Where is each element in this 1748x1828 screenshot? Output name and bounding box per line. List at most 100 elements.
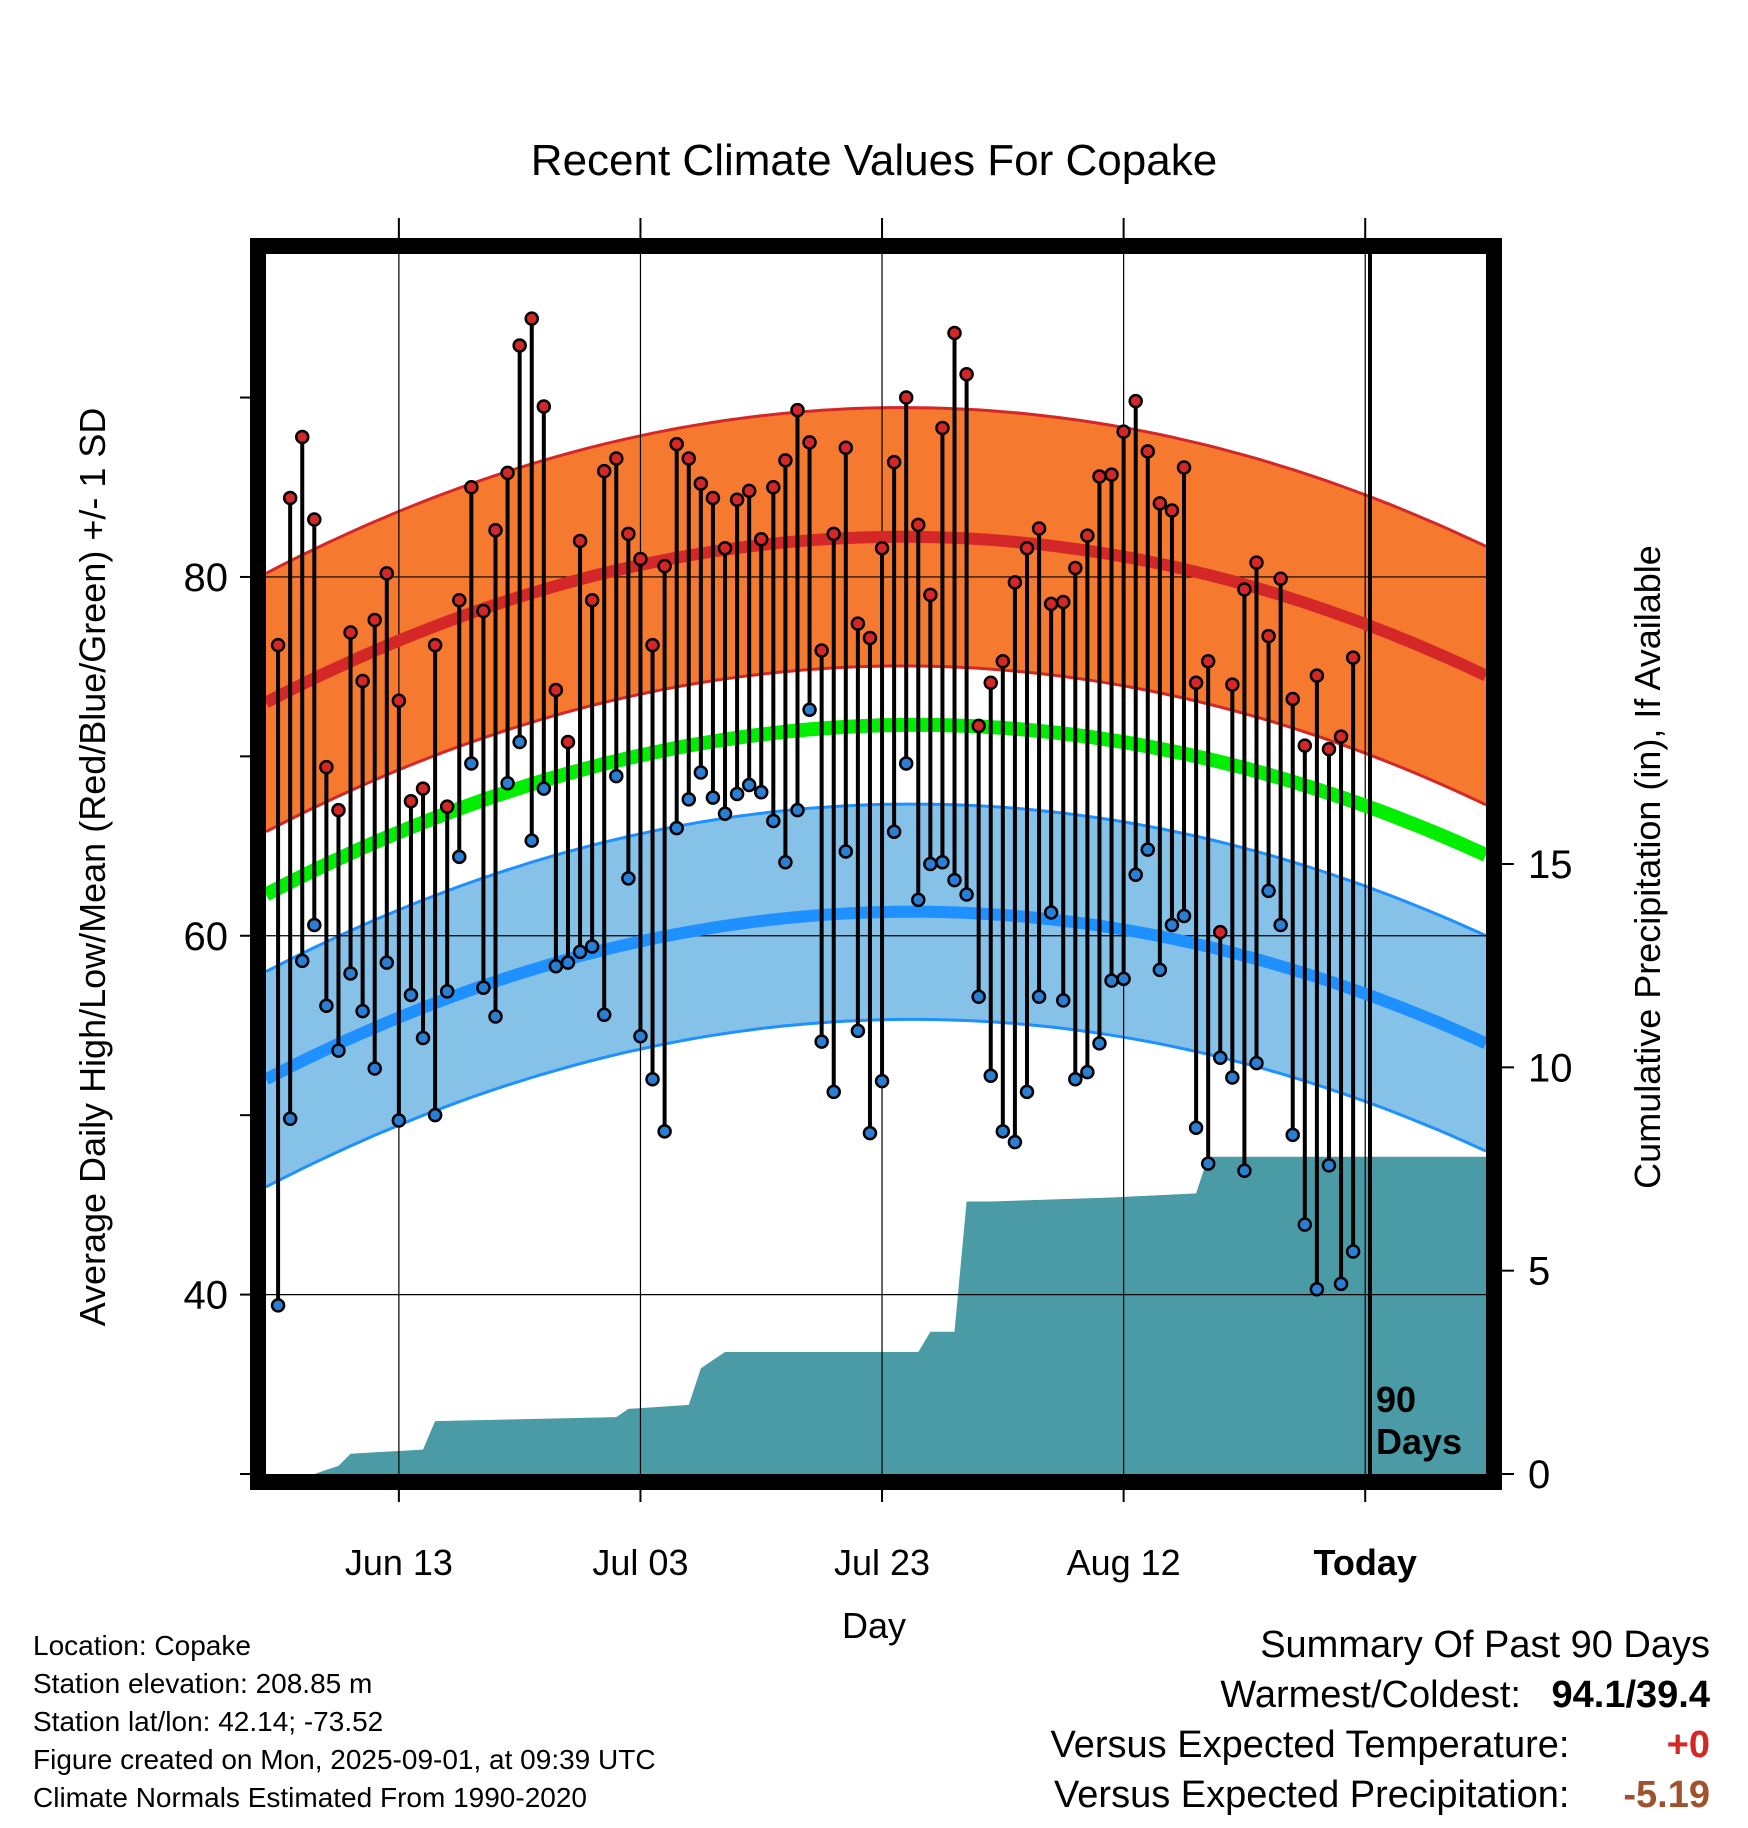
today-marker-label: 90 Days [1376,1379,1462,1462]
temperature-vs-expected-label: Versus Expected Temperature: [1050,1724,1570,1766]
daily-low-point [898,756,914,771]
location-text: Location: Copake [33,1630,251,1661]
latlon-text: Station lat/lon: 42.14; -73.52 [33,1706,384,1737]
daily-high-point [886,454,902,470]
daily-low-point [439,984,455,999]
daily-high-point [898,390,914,405]
daily-low-point [778,854,793,870]
daily-low-point [1007,1134,1023,1150]
temperature-vs-expected-row: Versus Expected Temperature: +0 [1051,1720,1710,1770]
daily-low-point [1031,989,1047,1005]
daily-high-point [862,630,878,646]
daily-high-point [1031,521,1047,536]
daily-low-point [1019,1084,1035,1100]
daily-high-point [1055,594,1071,610]
x-axis-title: Day [842,1605,906,1646]
daily-high-point [1128,393,1143,409]
daily-high-point [911,517,926,533]
daily-high-point [1285,691,1300,707]
daily-low-point [802,702,817,717]
daily-low-point [1116,971,1131,987]
daily-high-point [1213,924,1228,940]
daily-high-point [1140,444,1156,459]
daily-low-point [270,1298,286,1313]
daily-low-point [645,1072,660,1087]
daily-high-point [282,490,298,506]
daily-low-point [488,1009,503,1024]
daily-high-point [1080,528,1095,543]
daily-low-point [971,989,986,1005]
daily-high-point [379,566,395,581]
daily-high-point [802,435,817,450]
daily-low-point [729,786,745,802]
daily-high-point [959,366,974,382]
plot-frame [250,238,1502,1490]
daily-low-point [294,953,310,969]
daily-low-point [1080,1064,1095,1080]
daily-low-point [319,998,334,1013]
daily-high-point [621,526,636,542]
elevation-text: Station elevation: 208.85 m [33,1668,373,1699]
daily-low-point [826,1084,841,1100]
y-axis-right-title: Cumulative Precipitation (in), If Availa… [1627,545,1668,1189]
daily-low-point [1043,905,1059,920]
warmest-coldest-label: Warmest/Coldest: [1220,1674,1521,1716]
daily-low-point [1273,917,1288,933]
normal-low-lower-edge [265,1017,1487,1189]
daily-high-point [452,593,467,608]
x-tick-label: Jul 23 [834,1542,930,1583]
daily-high-point [1068,560,1083,576]
daily-high-point [609,451,624,466]
daily-low-point [1261,883,1276,899]
daily-high-point [512,338,527,353]
daily-high-point [657,558,672,574]
daily-low-point [753,784,769,800]
chart-title: Recent Climate Values For Copake [531,136,1217,185]
daily-high-point [850,616,866,631]
daily-high-point [294,429,310,445]
daily-high-point [391,693,407,708]
daily-low-point [1225,1070,1240,1085]
daily-low-point [1188,1120,1204,1135]
daily-high-point [1104,467,1119,482]
daily-low-point [790,802,805,818]
normal-low-line [263,905,1489,1085]
daily-high-point [1237,582,1252,597]
daily-high-point [343,625,358,640]
daily-low-point [367,1061,382,1076]
daily-low-point [343,966,358,981]
y-axis-right: 0 5 10 15 [1502,843,1573,1497]
precipitation-vs-expected-value: -5.19 [1623,1774,1710,1816]
daily-low-point [874,1073,890,1089]
daily-high-point [476,603,491,619]
daily-low-point [1200,1156,1216,1171]
daily-low-point [1285,1127,1300,1143]
daily-high-point [1321,741,1337,757]
x-tick-label: Jun 13 [345,1542,453,1583]
daily-low-point [609,768,624,784]
daily-low-point [1345,1244,1361,1259]
daily-high-point [778,453,793,468]
daily-low-point [1309,1281,1325,1297]
daily-low-point [1213,1050,1228,1066]
daily-low-point [379,955,395,970]
daily-high-point [270,637,286,653]
daily-high-point [1309,668,1325,683]
daily-low-point [766,813,781,829]
daily-low-point [427,1107,443,1123]
temperature-vs-expected-value: +0 [1666,1724,1710,1766]
daily-low-point [1237,1163,1252,1179]
daily-low-point [886,824,902,839]
daily-low-point [1152,962,1168,978]
normal-high-sd-band [266,407,1486,832]
daily-low-point [560,955,576,970]
daily-low-point [633,1028,648,1044]
daily-high-point [415,781,431,796]
daily-low-point [717,806,733,822]
daily-high-point [1007,575,1023,590]
normal-mean-line [262,717,1489,901]
daily-low-point [862,1125,878,1141]
daily-temperature-marks [270,311,1361,1313]
daily-low-point [403,987,419,1003]
daily-low-point [947,872,962,888]
